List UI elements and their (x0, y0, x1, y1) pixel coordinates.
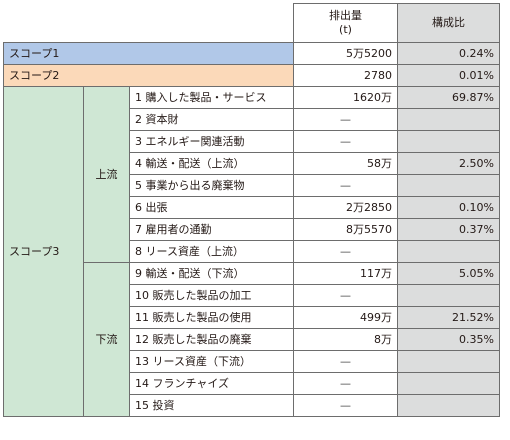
category-ratio (397, 284, 500, 307)
scope3-category-row: 6 出張 2万2850 0.10% (4, 196, 500, 219)
scope3-category-row: 8 リース資産（上流） — (4, 240, 500, 263)
category-emissions: 2万2850 (293, 196, 398, 219)
scope1-emissions: 5万5200 (293, 42, 398, 65)
category-name: 13 リース資産（下流） (129, 350, 294, 373)
scope3-category-row: 12 販売した製品の廃棄 8万 0.35% (4, 328, 500, 351)
scope1-ratio: 0.24% (397, 42, 500, 65)
category-ratio: 0.37% (397, 218, 500, 241)
category-emissions: — (293, 174, 398, 197)
category-ratio (397, 394, 500, 417)
category-emissions: — (293, 284, 398, 307)
scope3-category-row: 11 販売した製品の使用 499万 21.52% (4, 306, 500, 329)
scope2-emissions: 2780 (293, 64, 398, 87)
category-name: 15 投資 (129, 394, 294, 417)
emissions-header: 排出量 (t) (293, 3, 398, 43)
scope2-label: スコープ2 (3, 64, 294, 87)
category-name: 1 購入した製品・サービス (129, 86, 294, 109)
category-ratio (397, 130, 500, 153)
scope2-ratio: 0.01% (397, 64, 500, 87)
scope3-category-row: 下流 9 輸送・配送（下流） 117万 5.05% (4, 262, 500, 417)
category-emissions: — (293, 394, 398, 417)
category-emissions: — (293, 240, 398, 263)
category-emissions: — (293, 372, 398, 395)
scope3-category-row: 2 資本財 — (4, 108, 500, 131)
category-name: 11 販売した製品の使用 (129, 306, 294, 329)
category-ratio (397, 108, 500, 131)
category-ratio (397, 174, 500, 197)
scope3-category-row: 14 フランチャイズ — (4, 372, 500, 395)
category-ratio (397, 372, 500, 395)
category-name: 5 事業から出る廃棄物 (129, 174, 294, 197)
category-ratio: 0.35% (397, 328, 500, 351)
category-ratio: 69.87% (397, 86, 500, 109)
category-name: 12 販売した製品の廃棄 (129, 328, 294, 351)
category-name: 14 フランチャイズ (129, 372, 294, 395)
category-emissions: — (293, 130, 398, 153)
category-name: 3 エネルギー関連活動 (129, 130, 294, 153)
category-ratio (397, 240, 500, 263)
scope1-label: スコープ1 (3, 42, 294, 65)
upstream-label: 上流 (83, 86, 130, 263)
category-name: 10 販売した製品の加工 (129, 284, 294, 307)
category-ratio (397, 350, 500, 373)
emissions-table: 排出量 (t) 構成比 スコープ1 5万5200 0.24% スコープ2 2780… (3, 3, 500, 417)
scope2-row: スコープ2 2780 0.01% (3, 64, 500, 87)
scope3-category-row: 13 リース資産（下流） — (4, 350, 500, 373)
downstream-label: 下流 (83, 262, 130, 417)
scope1-row: スコープ1 5万5200 0.24% (3, 42, 500, 65)
category-ratio: 0.10% (397, 196, 500, 219)
category-emissions: 8万 (293, 328, 398, 351)
category-emissions: 117万 (293, 262, 398, 285)
category-emissions: 8万5570 (293, 218, 398, 241)
category-name: 2 資本財 (129, 108, 294, 131)
category-name: 8 リース資産（上流） (129, 240, 294, 263)
scope3-category-row: スコープ3 上流 1 購入した製品・サービス 1620万 69.87% (3, 86, 500, 417)
category-emissions: 499万 (293, 306, 398, 329)
category-emissions: — (293, 108, 398, 131)
category-ratio: 21.52% (397, 306, 500, 329)
emissions-header-label: 排出量 (329, 9, 362, 22)
category-emissions: 1620万 (293, 86, 398, 109)
category-name: 4 輸送・配送（上流） (129, 152, 294, 175)
category-ratio: 2.50% (397, 152, 500, 175)
category-emissions: — (293, 350, 398, 373)
scope3-label: スコープ3 (3, 86, 84, 417)
header-row: 排出量 (t) 構成比 (3, 3, 500, 43)
scope3-category-row: 5 事業から出る廃棄物 — (4, 174, 500, 197)
category-name: 9 輸送・配送（下流） (129, 262, 294, 285)
category-ratio: 5.05% (397, 262, 500, 285)
category-name: 6 出張 (129, 196, 294, 219)
header-blank-cell (3, 3, 294, 43)
emissions-header-unit: (t) (339, 23, 352, 36)
ratio-header: 構成比 (397, 3, 500, 43)
scope3-category-row: 15 投資 — (4, 394, 500, 417)
category-emissions: 58万 (293, 152, 398, 175)
category-name: 7 雇用者の通勤 (129, 218, 294, 241)
